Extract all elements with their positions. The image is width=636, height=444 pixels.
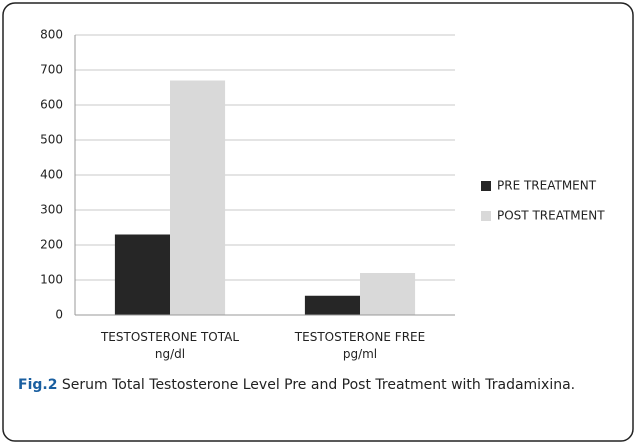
legend-label: PRE TREATMENT bbox=[497, 179, 597, 193]
y-tick-label: 300 bbox=[40, 203, 63, 217]
y-tick-label: 800 bbox=[40, 28, 63, 42]
y-tick-label: 200 bbox=[40, 238, 63, 252]
legend-swatch bbox=[481, 211, 491, 221]
caption-label: Fig.2 bbox=[18, 377, 58, 393]
y-tick-label: 400 bbox=[40, 168, 63, 182]
y-tick-label: 600 bbox=[40, 98, 63, 112]
x-tick-label: TESTOSTERONE FREE pg/ml bbox=[294, 330, 425, 361]
x-tick-label: TESTOSTERONE TOTAL ng/dl bbox=[100, 330, 239, 361]
legend-label: POST TREATMENT bbox=[497, 209, 605, 223]
x-tick-line: TESTOSTERONE TOTAL bbox=[100, 330, 239, 344]
caption: Fig.2 Serum Total Testosterone Level Pre… bbox=[18, 374, 618, 396]
y-tick-label: 700 bbox=[40, 63, 63, 77]
x-tick-line: TESTOSTERONE FREE bbox=[294, 330, 425, 344]
bar bbox=[170, 80, 226, 315]
bar bbox=[304, 295, 360, 315]
x-tick-line: ng/dl bbox=[155, 347, 185, 361]
legend-swatch bbox=[481, 181, 491, 191]
x-tick-line: pg/ml bbox=[343, 347, 377, 361]
bar bbox=[114, 234, 170, 315]
bar bbox=[360, 273, 416, 315]
caption-text: Serum Total Testosterone Level Pre and P… bbox=[61, 377, 576, 393]
y-tick-label: 100 bbox=[40, 273, 63, 287]
y-tick-label: 0 bbox=[55, 308, 63, 322]
y-tick-label: 500 bbox=[40, 133, 63, 147]
